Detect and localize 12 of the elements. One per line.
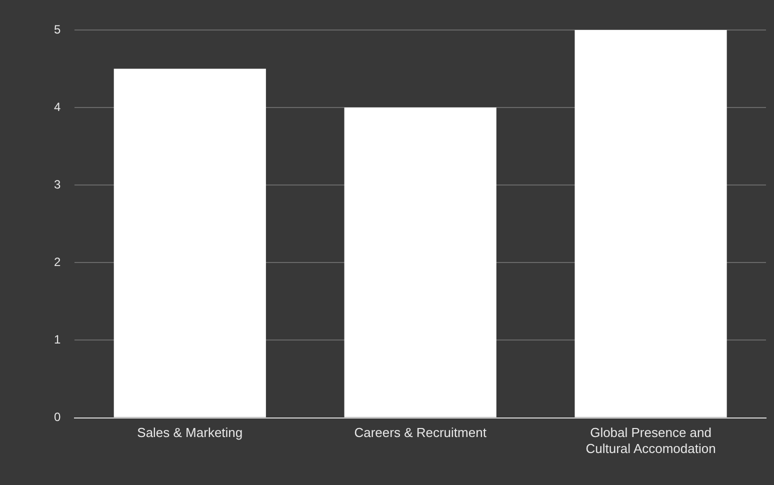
y-tick-label: 3	[54, 177, 61, 192]
y-tick-label: 2	[54, 254, 61, 269]
bar	[574, 30, 727, 418]
bar	[344, 108, 496, 418]
x-tick-label: Global Presence and Cultural Accomodation	[586, 425, 716, 456]
y-tick-label: 0	[54, 410, 61, 424]
x-tick-label: Careers & Recruitment	[354, 425, 487, 440]
bar	[114, 68, 266, 418]
y-tick-label: 4	[54, 100, 61, 114]
y-tick-label: 5	[54, 22, 61, 36]
y-tick-label: 1	[54, 332, 61, 347]
x-tick-label: Sales & Marketing	[137, 425, 243, 440]
